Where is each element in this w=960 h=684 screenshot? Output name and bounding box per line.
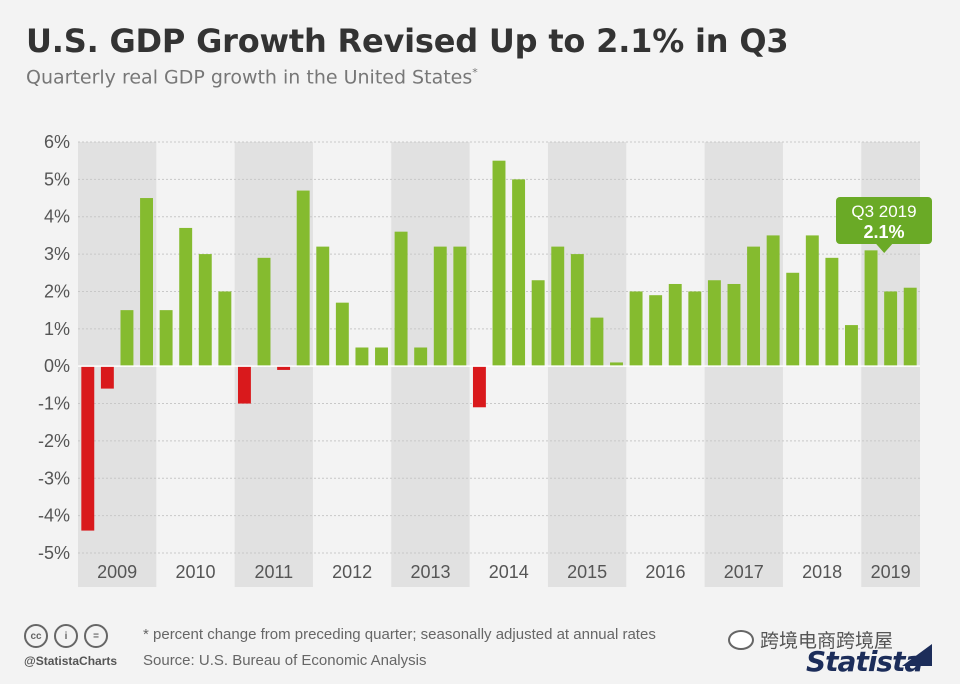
bar	[100, 366, 114, 389]
bar	[335, 302, 349, 367]
bar	[453, 246, 467, 367]
bar	[590, 317, 604, 367]
y-tick-label: 6%	[44, 132, 70, 152]
bar	[472, 366, 486, 408]
bar	[394, 231, 408, 367]
bar	[492, 160, 506, 367]
y-tick-label: 5%	[44, 169, 70, 189]
bar	[766, 235, 780, 367]
bar	[316, 246, 330, 367]
x-tick-label: 2012	[332, 562, 372, 582]
watermark: 跨境电商跨境屋	[728, 626, 893, 653]
bar	[120, 310, 134, 367]
bar	[786, 272, 800, 367]
bar	[845, 325, 858, 367]
bar	[551, 246, 565, 367]
y-tick-labels: -5% -4% -3% -2% -1% 0% 1% 2% 3% 4% 5% 6%	[38, 132, 70, 563]
cc-icon: cc	[24, 624, 48, 648]
y-tick-label: 2%	[44, 281, 70, 301]
bar	[805, 235, 819, 367]
bar	[257, 257, 271, 367]
bar	[884, 291, 898, 367]
bars	[81, 160, 917, 531]
y-tick-label: -4%	[38, 506, 70, 526]
callout-label: Q3 2019	[851, 202, 916, 221]
bar	[688, 291, 702, 367]
bar	[237, 366, 251, 404]
chart-title: U.S. GDP Growth Revised Up to 2.1% in Q3	[26, 22, 789, 60]
y-tick-label: 3%	[44, 244, 70, 264]
bar	[375, 347, 388, 367]
x-tick-label: 2011	[254, 562, 293, 582]
bar	[570, 254, 584, 367]
callout-pointer	[876, 244, 893, 253]
bar	[159, 310, 173, 367]
bar	[864, 250, 878, 367]
statista-handle[interactable]: @StatistaCharts	[24, 654, 118, 668]
subtitle-text: Quarterly real GDP growth in the United …	[26, 66, 473, 89]
bar	[81, 366, 95, 531]
bar	[649, 295, 663, 367]
bar	[903, 287, 917, 367]
bar	[629, 291, 643, 367]
by-icon: i	[54, 624, 78, 648]
y-tick-label: 1%	[44, 319, 70, 339]
subtitle-footnote-mark: *	[472, 66, 478, 79]
bar	[610, 362, 623, 367]
x-tick-label: 2009	[97, 562, 137, 582]
bar	[277, 366, 291, 370]
bar	[433, 246, 447, 367]
bar	[355, 347, 369, 367]
bar	[140, 198, 153, 367]
source-text: Source: U.S. Bureau of Economic Analysis	[143, 652, 427, 669]
y-tick-label: -5%	[38, 543, 70, 563]
bar	[531, 280, 545, 367]
y-tick-label: -1%	[38, 394, 70, 414]
y-tick-label: 4%	[44, 207, 70, 227]
bar	[747, 246, 761, 367]
x-tick-label: 2014	[489, 562, 529, 582]
chart-subtitle: Quarterly real GDP growth in the United …	[26, 66, 478, 88]
x-tick-label: 2018	[802, 562, 842, 582]
bar	[198, 254, 212, 367]
y-tick-label: 0%	[44, 356, 70, 376]
wechat-icon	[728, 629, 754, 650]
y-tick-label: -2%	[38, 431, 70, 451]
y-tick-label: -3%	[38, 468, 70, 488]
bar	[414, 347, 428, 367]
bar	[512, 179, 526, 367]
nd-icon: =	[84, 624, 108, 648]
watermark-text: 跨境电商跨境屋	[760, 630, 894, 652]
x-tick-labels: 2009 2010 2011 2012 2013 2014 2015 2016 2017 2018…	[97, 562, 911, 582]
bar	[727, 283, 741, 367]
bar	[668, 283, 682, 367]
x-tick-label: 2017	[724, 562, 764, 582]
gdp-bar-chart: -5%-4%-3%-2%-1%0%1%2%3%4%5%6% 2009 2010 20…	[38, 132, 932, 587]
x-tick-label: 2015	[567, 562, 607, 582]
x-tick-label: 2010	[175, 562, 215, 582]
x-tick-label: 2013	[410, 562, 450, 582]
callout-value: 2.1%	[863, 222, 904, 242]
bar	[825, 257, 839, 367]
x-tick-label: 2016	[645, 562, 685, 582]
x-tick-label: 2019	[871, 562, 911, 582]
license-icons: cc i =	[24, 624, 108, 648]
bar	[296, 190, 310, 367]
bar	[707, 280, 721, 367]
statista-logo[interactable]: Statista	[806, 645, 923, 678]
callout-box	[836, 197, 932, 244]
bar	[218, 291, 232, 367]
bar	[179, 227, 193, 367]
footnote: * percent change from preceding quarter;…	[143, 626, 656, 643]
